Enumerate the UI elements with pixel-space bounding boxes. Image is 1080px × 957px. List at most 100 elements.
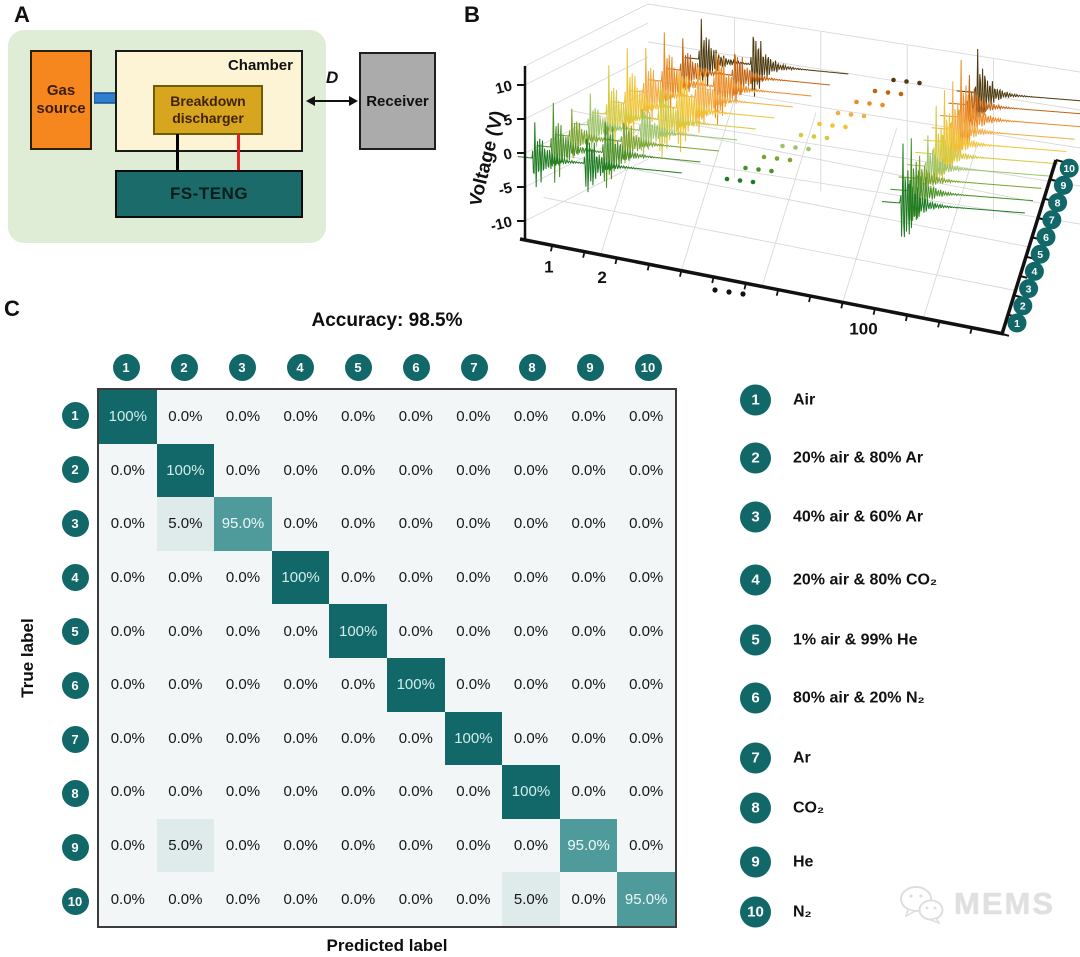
legend-badge: 2 [740, 442, 771, 474]
column-header-badge: 9 [576, 353, 604, 381]
matrix-cell: 0.0% [110, 783, 145, 801]
matrix-cell: 0.0% [571, 729, 606, 747]
matrix-cell: 0.0% [571, 622, 606, 640]
matrix-cell: 0.0% [571, 461, 606, 479]
matrix-cell: 0.0% [629, 461, 664, 479]
matrix-cell: 0.0% [341, 890, 376, 908]
matrix-cell: 0.0% [629, 622, 664, 640]
matrix-cell: 0.0% [110, 461, 145, 479]
matrix-cell: 0.0% [225, 461, 261, 479]
svg-text:6: 6 [1043, 232, 1049, 244]
svg-text:5: 5 [1037, 249, 1043, 261]
legend-badge: 4 [740, 564, 771, 596]
matrix-cell: 0.0% [513, 622, 549, 640]
svg-text:10: 10 [494, 77, 514, 98]
matrix-cell: 0.0% [513, 569, 549, 587]
watermark-text: MEMS [954, 886, 1055, 921]
matrix-cell: 0.0% [398, 729, 433, 747]
matrix-cell: 0.0% [168, 622, 203, 640]
svg-text:8: 8 [1055, 197, 1061, 209]
matrix-cell: 0.0% [341, 515, 376, 533]
matrix-cell: 0.0% [629, 729, 664, 747]
svg-text:3: 3 [1026, 283, 1032, 295]
receiver-box: Receiver [359, 52, 436, 150]
legend-label: He [793, 853, 814, 870]
matrix-cell: 0.0% [398, 783, 433, 801]
matrix-cell: 0.0% [629, 515, 664, 533]
matrix-cell: 0.0% [456, 569, 491, 587]
wechat-icon [900, 886, 944, 924]
matrix-row-headers: 1 2 3 4 5 6 7 8 9 10 [58, 388, 92, 928]
matrix-cell: 0.0% [629, 676, 664, 694]
legend-label: Air [793, 391, 816, 408]
matrix-cell: 95.0% [617, 872, 675, 926]
panel-label-c: C [4, 296, 20, 321]
row-header-badge: 9 [61, 833, 89, 861]
matrix-cell: 0.0% [110, 569, 145, 587]
matrix-cell: 0.0% [629, 408, 664, 426]
svg-text:-5: -5 [497, 179, 514, 199]
matrix-cell: 0.0% [513, 729, 549, 747]
svg-text:1: 1 [1014, 318, 1020, 330]
breakdown-discharger-box: Breakdown discharger [153, 85, 263, 135]
chamber-box: Chamber Breakdown discharger [115, 50, 303, 152]
chamber-label: Chamber [227, 57, 293, 74]
matrix-cell: 0.0% [456, 408, 491, 426]
matrix-cell: 0.0% [225, 890, 261, 908]
matrix-column-headers: 1 2 3 4 5 6 7 8 9 10 [97, 353, 677, 381]
legend-label: 80% air & 20% N₂ [793, 689, 925, 706]
legend-badge: 6 [740, 682, 771, 714]
legend-badge: 7 [740, 742, 771, 774]
column-header-badge: 8 [518, 353, 546, 381]
matrix-cell: 0.0% [225, 408, 261, 426]
svg-text:4: 4 [1031, 266, 1037, 278]
svg-text:2: 2 [1020, 301, 1026, 313]
legend-badge: 3 [740, 501, 771, 533]
matrix-cell: 0.0% [456, 890, 491, 908]
fs-teng-box: FS-TENG [115, 170, 303, 218]
legend-badge: 9 [740, 846, 771, 878]
matrix-cell: 0.0% [341, 783, 376, 801]
matrix-cell: 0.0% [110, 890, 145, 908]
row-header-badge: 1 [61, 401, 89, 429]
column-header-badge: 4 [286, 353, 314, 381]
gas-source-box: Gas source [30, 50, 92, 150]
legend-badge: 10 [740, 896, 771, 928]
matrix-cell: 0.0% [341, 569, 376, 587]
row-header-badge: 3 [61, 509, 89, 537]
matrix-cell: 100% [99, 390, 157, 444]
row-header-badge: 2 [61, 455, 89, 483]
legend-item: 2 20% air & 80% Ar [740, 442, 923, 474]
matrix-cell: 0.0% [629, 837, 664, 855]
legend-item: 10 N₂ [740, 896, 812, 928]
matrix-cell: 0.0% [341, 676, 376, 694]
panel-label-b: B [464, 2, 480, 27]
svg-text:0: 0 [502, 145, 514, 164]
matrix-cell: 0.0% [456, 837, 491, 855]
row-header-badge: 4 [61, 563, 89, 591]
matrix-cell: 100% [444, 711, 503, 766]
legend-item: 4 20% air & 80% CO₂ [740, 564, 938, 596]
matrix-cell: 0.0% [571, 783, 606, 801]
row-header-badge: 6 [61, 671, 89, 699]
matrix-cell: 0.0% [110, 515, 145, 533]
matrix-cell: 0.0% [398, 569, 433, 587]
legend-label: 20% air & 80% CO₂ [793, 571, 938, 588]
matrix-cell: 0.0% [110, 676, 145, 694]
accuracy-title: Accuracy: 98.5% [311, 310, 463, 331]
distance-arrow-icon [306, 96, 358, 106]
legend-badge: 8 [740, 792, 771, 824]
matrix-cell: 0.0% [283, 890, 318, 908]
legend-item: 6 80% air & 20% N₂ [740, 682, 925, 714]
wechat-mems-watermark: MEMS [898, 884, 1055, 924]
svg-text:5: 5 [502, 111, 514, 130]
matrix-cell: 5.0% [156, 818, 215, 873]
matrix-cell: 0.0% [283, 729, 318, 747]
legend-label: N₂ [793, 903, 812, 920]
matrix-cell: 0.0% [398, 461, 433, 479]
legend-item: 3 40% air & 60% Ar [740, 501, 923, 533]
matrix-cell: 0.0% [168, 676, 203, 694]
row-header-badge: 8 [61, 779, 89, 807]
matrix-cell: 0.0% [571, 408, 606, 426]
legend-label: CO₂ [793, 799, 825, 816]
